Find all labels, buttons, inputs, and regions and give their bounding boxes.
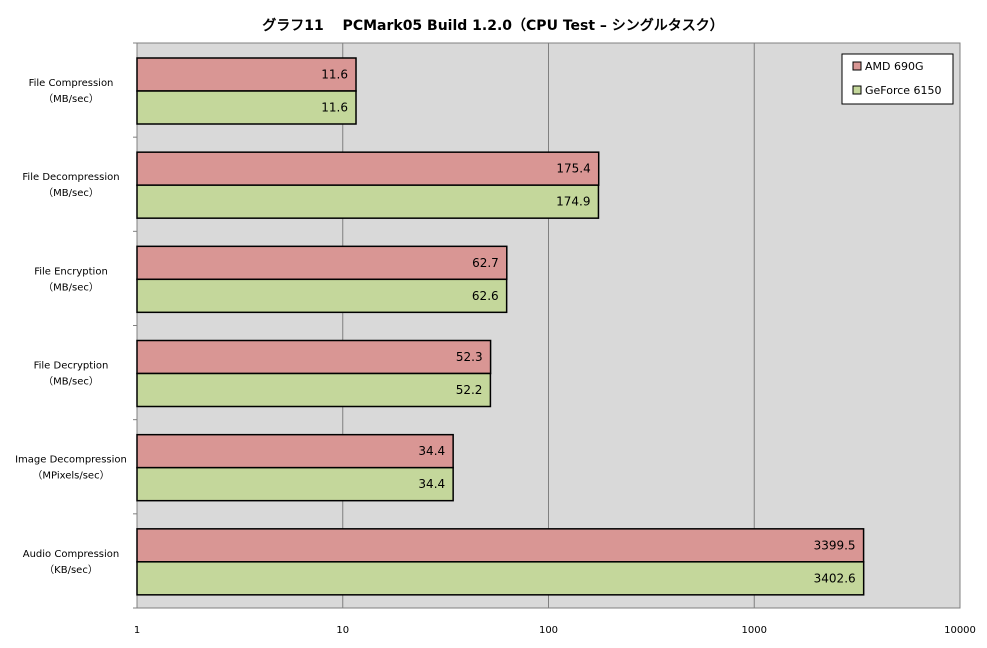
data-label: 11.6 xyxy=(321,101,348,115)
data-label: 34.4 xyxy=(418,477,445,491)
x-tick-label: 1000 xyxy=(742,625,767,636)
category-label: Image Decompression xyxy=(15,455,127,466)
data-label: 62.7 xyxy=(472,256,499,270)
legend-swatch xyxy=(852,85,862,95)
chart-title: グラフ11 PCMark05 Build 1.2.0（CPU Test – シン… xyxy=(262,17,724,34)
x-tick-label: 10000 xyxy=(944,625,976,636)
category-unit-label: （MB/sec） xyxy=(43,281,99,293)
bar xyxy=(136,278,508,314)
data-label: 3402.6 xyxy=(814,571,856,585)
category-label: File Compression xyxy=(29,78,114,89)
category-unit-label: （MB/sec） xyxy=(43,376,99,388)
category-label: File Decryption xyxy=(34,361,109,372)
bar xyxy=(136,561,865,596)
plot-area: 1 10 100 1000 10000 11.6 11.6 File Compression （… xyxy=(15,42,976,636)
legend-swatch xyxy=(852,61,862,71)
data-label: 175.4 xyxy=(556,162,590,176)
category-unit-label: （MPixels/sec） xyxy=(32,470,109,482)
data-label: 174.9 xyxy=(556,195,590,209)
bar xyxy=(136,245,508,281)
legend-label: GeForce 6150 xyxy=(865,84,942,97)
category-label: File Decompression xyxy=(22,172,119,183)
data-label: 52.3 xyxy=(456,350,483,364)
x-tick-label: 100 xyxy=(539,625,558,636)
category-unit-label: （KB/sec） xyxy=(44,564,98,576)
category-label: Audio Compression xyxy=(23,549,120,560)
bar xyxy=(136,90,357,125)
category-unit-label: （MB/sec） xyxy=(43,93,99,105)
bar xyxy=(136,433,454,469)
data-label: 52.2 xyxy=(456,383,483,397)
bar xyxy=(136,466,454,502)
bar xyxy=(136,151,600,186)
x-tick-label: 1 xyxy=(134,625,140,636)
x-tick-label: 10 xyxy=(336,625,349,636)
bar xyxy=(136,57,357,92)
category-unit-label: （MB/sec） xyxy=(43,187,99,199)
bar xyxy=(136,339,492,375)
bar xyxy=(136,184,600,219)
data-label: 11.6 xyxy=(321,68,348,82)
data-label: 62.6 xyxy=(472,289,499,303)
data-label: 3399.5 xyxy=(814,538,856,552)
bar xyxy=(136,372,492,408)
bar xyxy=(136,528,865,563)
legend-label: AMD 690G xyxy=(865,60,924,73)
data-label: 34.4 xyxy=(418,444,445,458)
category-label: File Encryption xyxy=(34,266,108,277)
